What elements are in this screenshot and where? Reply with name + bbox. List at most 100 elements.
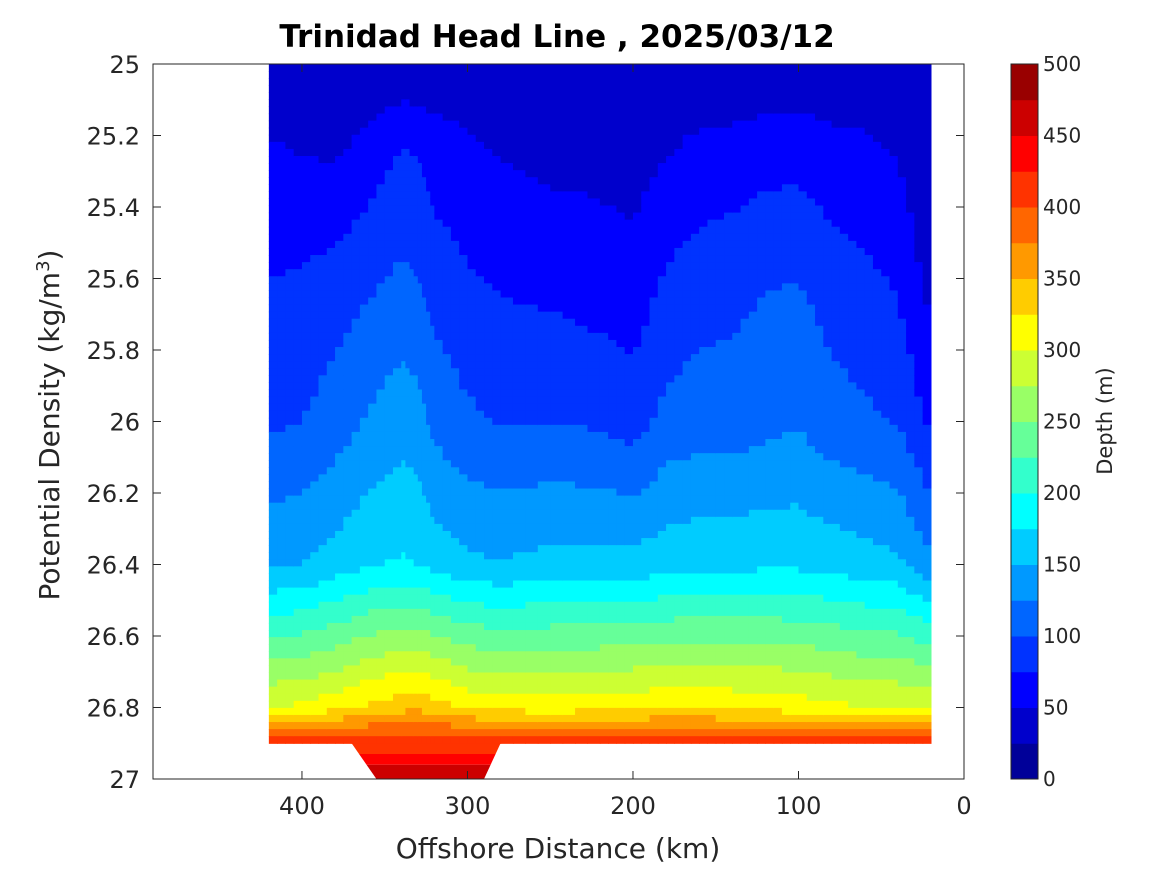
contour-cell: [318, 424, 328, 433]
contour-cell: [326, 205, 336, 214]
contour-cell: [277, 219, 287, 228]
contour-cell: [359, 375, 369, 383]
contour-cell: [682, 141, 692, 150]
contour-cell: [682, 233, 692, 242]
contour-cell: [690, 622, 700, 631]
contour-cell: [562, 580, 576, 589]
contour-cell: [682, 375, 692, 383]
contour-cell: [475, 92, 485, 100]
contour-cell: [335, 481, 344, 490]
contour-cell: [310, 453, 320, 461]
contour-cell: [343, 347, 353, 355]
contour-cell: [632, 233, 642, 242]
contour-cell: [587, 530, 601, 539]
contour-cell: [359, 361, 369, 369]
contour-cell: [421, 368, 427, 376]
contour-cell: [632, 396, 642, 405]
contour-cell: [467, 700, 477, 709]
contour-cell: [293, 389, 303, 398]
contour-cell: [318, 431, 328, 440]
contour-cell: [674, 714, 684, 723]
contour-cell: [537, 170, 551, 178]
contour-cell: [500, 693, 514, 702]
contour-cell: [301, 672, 311, 681]
contour-cell: [587, 417, 601, 426]
contour-cell: [649, 332, 659, 341]
contour-cell: [690, 198, 700, 207]
contour-cell: [484, 495, 493, 504]
contour-cell: [632, 85, 642, 93]
contour-cell: [285, 431, 295, 440]
contour-cell: [401, 368, 407, 376]
contour-cell: [430, 467, 435, 475]
contour-cell: [268, 403, 278, 412]
contour-cell: [405, 85, 411, 93]
contour-cell: [318, 679, 328, 688]
contour-cell: [442, 71, 452, 79]
contour-cell: [326, 481, 336, 490]
contour-cell: [562, 368, 576, 376]
contour-cell: [587, 559, 601, 567]
contour-cell: [690, 672, 700, 681]
contour-cell: [401, 396, 407, 405]
contour-cell: [310, 396, 320, 405]
contour-cell: [632, 78, 642, 86]
contour-cell: [492, 134, 502, 143]
contour-cell: [285, 580, 295, 589]
contour-cell: [277, 467, 287, 475]
contour-cell: [649, 453, 659, 461]
contour-cell: [550, 608, 564, 617]
contour-cell: [484, 120, 493, 129]
contour-cell: [467, 269, 477, 277]
contour-cell: [293, 580, 303, 589]
contour-cell: [376, 219, 386, 228]
contour-cell: [268, 354, 278, 362]
contour-cell: [690, 177, 700, 185]
contour-cell: [376, 495, 386, 504]
contour-cell: [405, 184, 411, 192]
contour-cell: [318, 502, 328, 511]
contour-cell: [450, 658, 460, 667]
contour-cell: [525, 297, 539, 306]
contour-cell: [649, 467, 659, 475]
contour-cell: [277, 198, 287, 207]
contour-cell: [359, 332, 369, 341]
contour-cell: [426, 594, 431, 603]
contour-cell: [335, 545, 344, 553]
contour-cell: [392, 431, 402, 440]
contour-cell: [442, 630, 452, 638]
contour-cell: [484, 424, 493, 433]
contour-cell: [426, 283, 431, 292]
contour-cell: [405, 474, 411, 483]
contour-cell: [426, 92, 431, 100]
contour-cell: [426, 354, 431, 362]
contour-cell: [624, 262, 634, 270]
contour-cell: [500, 495, 514, 504]
contour-cell: [285, 722, 295, 730]
contour-cell: [512, 396, 526, 405]
contour-cell: [657, 163, 667, 171]
contour-cell: [674, 212, 684, 221]
contour-cell: [343, 672, 353, 681]
contour-cell: [657, 545, 667, 553]
contour-cell: [318, 368, 328, 376]
contour-cell: [608, 417, 618, 426]
contour-cell: [459, 580, 469, 589]
contour-cell: [690, 92, 700, 100]
contour-cell: [525, 78, 539, 86]
contour-cell: [500, 290, 514, 299]
contour-cell: [326, 155, 336, 164]
contour-cell: [608, 608, 618, 617]
contour-cell: [430, 530, 435, 539]
contour-cell: [318, 170, 328, 178]
contour-cell: [409, 431, 415, 440]
contour-cell: [277, 134, 287, 143]
contour-cell: [277, 120, 287, 129]
contour-cell: [641, 545, 651, 553]
contour-cell: [277, 523, 287, 532]
contour-cell: [310, 347, 320, 355]
contour-cell: [492, 545, 502, 553]
contour-cell: [430, 64, 435, 72]
contour-cell: [616, 99, 626, 108]
contour-cell: [475, 325, 485, 334]
